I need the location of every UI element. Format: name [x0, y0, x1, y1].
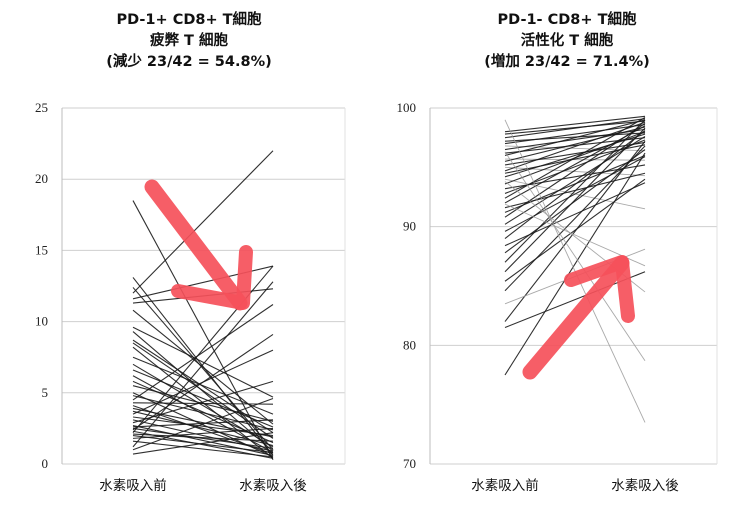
subject-line [132, 277, 274, 456]
subject-line [504, 158, 646, 161]
y-tick-label: 25 [35, 100, 48, 115]
subject-line [504, 120, 646, 135]
subject-line [504, 132, 646, 142]
y-tick-label: 100 [397, 100, 417, 115]
subject-line [504, 140, 646, 322]
y-tick-label: 5 [42, 385, 49, 400]
subject-line [504, 122, 646, 218]
subject-line [132, 434, 274, 454]
subject-line [504, 115, 646, 133]
subject-line [504, 152, 646, 376]
subject-line [132, 419, 274, 428]
subject-line [504, 145, 646, 292]
subject-line [132, 427, 274, 449]
trend-arrow-shaft [522, 255, 630, 380]
subject-line [132, 356, 274, 415]
subject-line [504, 119, 646, 156]
subject-line [504, 149, 646, 254]
subject-line [504, 151, 646, 362]
chart-title-line-2: 疲弊 T 細胞 [150, 33, 228, 49]
subject-line [132, 331, 274, 452]
subject-line [132, 395, 274, 431]
chart-title-line-3: (増加 23/42 = 71.4%) [484, 54, 650, 70]
trend-arrow-shaft [144, 179, 248, 311]
x-category-label: 水素吸入後 [611, 478, 679, 494]
y-tick-label: 70 [403, 456, 416, 471]
chart-panel-left: PD-1+ CD8+ T細胞 疲弊 T 細胞 (減少 23/42 = 54.8%… [35, 12, 346, 494]
subject-line [132, 380, 274, 424]
x-category-label: 水素吸入後 [239, 478, 307, 494]
subject-line [132, 432, 274, 455]
subject-line [132, 433, 274, 442]
pd1-negative-chart: 70 80 90 100 水素吸入前 水素吸入後 [397, 100, 718, 494]
subject-line [132, 427, 274, 439]
y-tick-label: 20 [35, 171, 48, 186]
y-tick-label: 80 [403, 337, 416, 352]
subject-line [132, 363, 274, 448]
subject-line [504, 117, 646, 199]
subject-line [504, 178, 646, 282]
subject-line [504, 124, 646, 145]
subject-line [504, 126, 646, 162]
chart-title-line-1: PD-1+ CD8+ T細胞 [116, 12, 262, 28]
subject-line [504, 119, 646, 263]
subject-line [132, 425, 274, 456]
subject-line [132, 281, 274, 448]
chart-panel-right: PD-1- CD8+ T細胞 活性化 T 細胞 (増加 23/42 = 71.4… [378, 0, 756, 517]
subject-line [132, 150, 274, 294]
subject-line [132, 342, 274, 439]
subject-line [132, 369, 274, 428]
subject-line [504, 141, 646, 166]
trend-arrow-head [171, 245, 253, 310]
subject-line [504, 144, 646, 174]
x-category-label: 水素吸入前 [99, 477, 167, 494]
chart-title-line-2: 活性化 T 細胞 [520, 33, 614, 49]
y-tick-label: 15 [35, 242, 48, 257]
chart-title-line-3: (減少 23/42 = 54.8%) [106, 54, 272, 70]
trend-arrow-head [564, 255, 635, 323]
subject-line [504, 118, 646, 139]
x-category-label: 水素吸入前 [471, 477, 539, 494]
subject-line [504, 136, 646, 225]
subject-line [132, 397, 274, 451]
subject-line [504, 156, 646, 232]
y-tick-label: 10 [35, 314, 48, 329]
subject-line [132, 440, 274, 458]
subject-line [504, 130, 646, 239]
subject-line [132, 419, 274, 452]
y-tick-label: 90 [403, 219, 416, 234]
chart-title-line-1: PD-1- CD8+ T細胞 [497, 12, 637, 28]
subject-line [132, 326, 274, 398]
pd1-positive-chart: 0 5 10 15 20 25 水素吸入前 水素吸入後 [35, 100, 346, 494]
subject-line [132, 333, 274, 431]
subject-line [132, 304, 274, 401]
subject-line [132, 200, 274, 460]
subject-line [504, 127, 646, 273]
y-tick-label: 0 [42, 456, 49, 471]
